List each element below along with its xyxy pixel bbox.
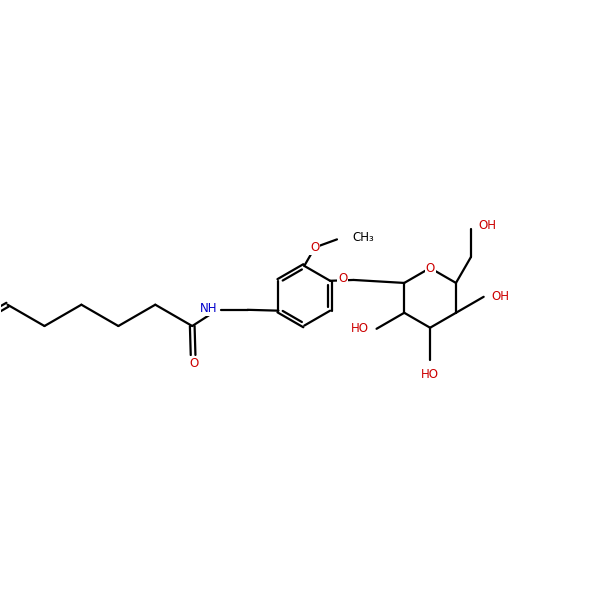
Text: HO: HO <box>421 368 439 381</box>
Text: O: O <box>338 272 347 285</box>
Text: O: O <box>190 357 199 370</box>
Text: HO: HO <box>351 322 369 335</box>
Text: OH: OH <box>479 220 497 232</box>
Text: O: O <box>425 262 435 275</box>
Text: O: O <box>310 241 320 254</box>
Text: NH: NH <box>200 302 218 315</box>
Text: CH₃: CH₃ <box>352 231 374 244</box>
Text: OH: OH <box>491 290 509 304</box>
